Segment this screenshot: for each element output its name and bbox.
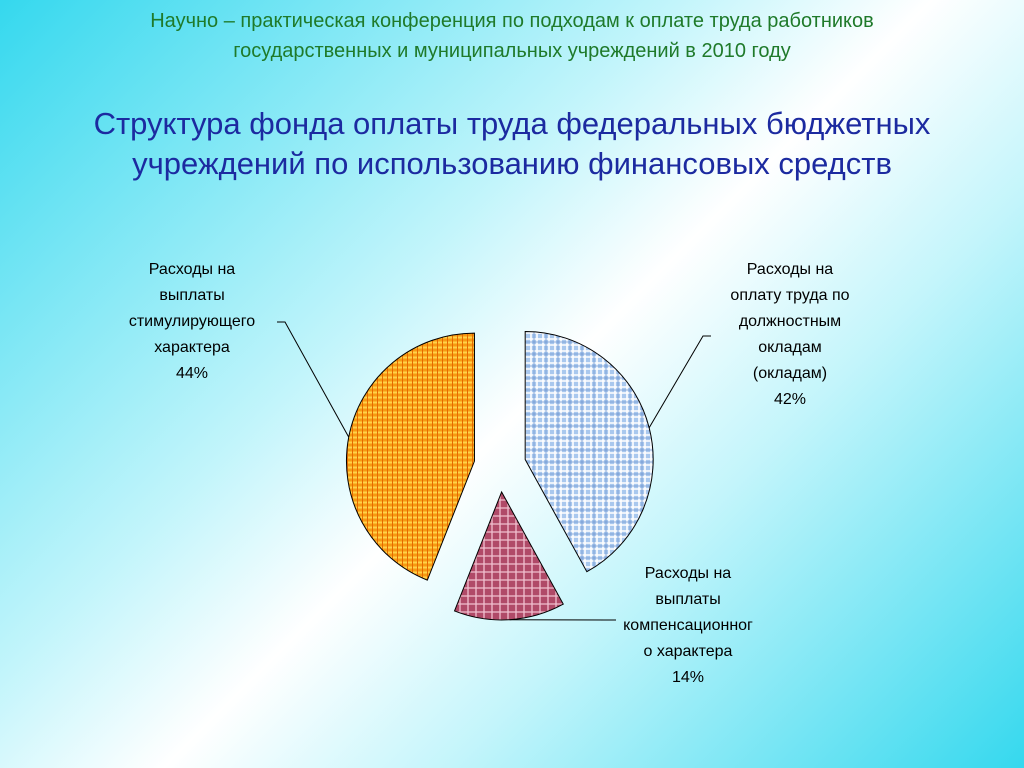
slice-label-line: компенсационног xyxy=(623,617,753,634)
slice-value-label: 44% xyxy=(175,365,209,382)
pie-slice-salary xyxy=(524,331,654,573)
leader-line-salary xyxy=(648,335,711,428)
slice-label-line: Расходы на xyxy=(746,261,834,278)
slice-label-line: характера xyxy=(154,339,230,356)
slice-label-line: Расходы на xyxy=(148,261,236,278)
slice-value-label: 14% xyxy=(671,669,705,686)
slice-label-line: окладам xyxy=(758,339,822,356)
slice-label-line: оплату труда по xyxy=(730,287,850,304)
chart-title: Структура фонда оплаты труда федеральных… xyxy=(0,104,1024,184)
slice-label-line: выплаты xyxy=(655,591,721,608)
slice-label-line: о характера xyxy=(643,643,733,660)
slice-label-salary: Расходы на оплату труда по должностным окла… xyxy=(690,257,890,413)
slice-label-line: выплаты xyxy=(159,287,225,304)
conference-header-line-1: Научно – практическая конференция по под… xyxy=(150,10,874,32)
chart-title-line-2: учреждений по использованию финансовых с… xyxy=(132,146,892,181)
conference-header: Научно – практическая конференция по под… xyxy=(0,6,1024,66)
pie-slice-compensation xyxy=(453,490,564,621)
slice-label-incentive: Расходы на выплаты стимулирующего характера… xyxy=(92,257,292,387)
slice-label-line: стимулирующего xyxy=(128,313,256,330)
slice-label-line: Расходы на xyxy=(644,565,732,582)
slice-label-line: (окладам) xyxy=(752,365,828,382)
slice-value-label: 42% xyxy=(773,391,807,408)
slice-label-line: должностным xyxy=(738,313,842,330)
slice-label-compensation: Расходы на выплаты компенсационног о характ… xyxy=(598,561,778,691)
conference-header-line-2: государственных и муниципальных учрежден… xyxy=(233,40,791,62)
leader-line-incentive xyxy=(277,321,350,438)
pie-slice-incentive xyxy=(346,332,475,581)
chart-title-line-1: Структура фонда оплаты труда федеральных… xyxy=(93,106,931,141)
